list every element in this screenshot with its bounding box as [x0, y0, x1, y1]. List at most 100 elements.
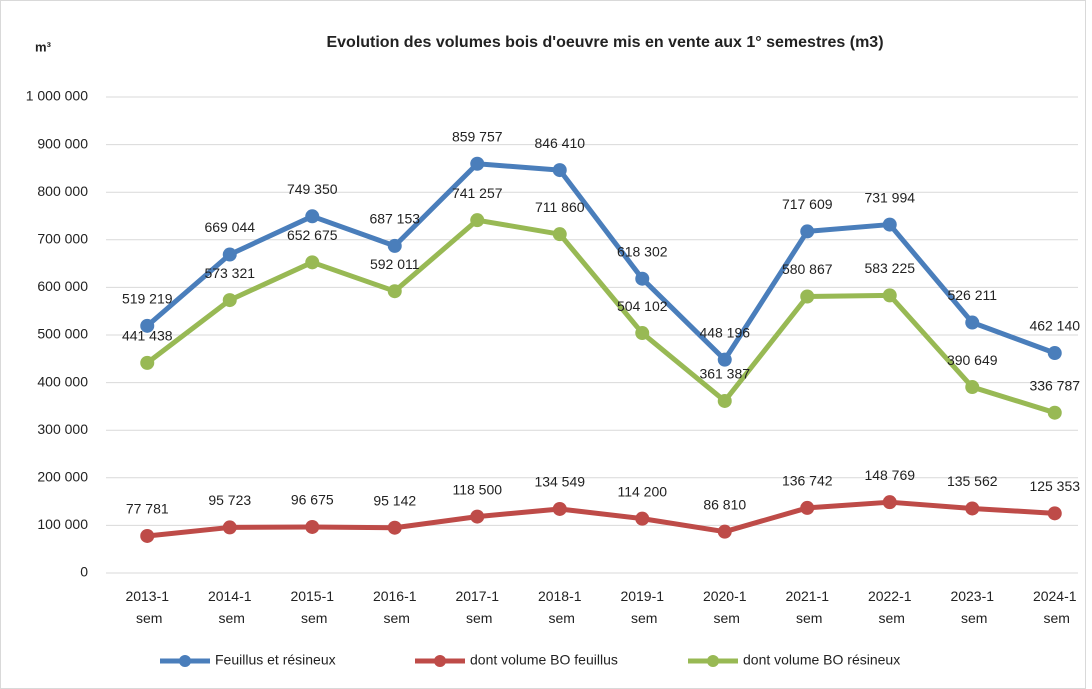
data-label: 592 011	[370, 256, 420, 272]
y-tick-label: 800 000	[37, 183, 88, 199]
x-tick-label: 2024-1 sem	[1033, 588, 1077, 626]
data-label: 114 200	[617, 483, 667, 499]
legend-marker	[434, 655, 446, 667]
y-tick-label: 0	[80, 564, 88, 580]
x-tick-label: 2023-1 sem	[950, 588, 994, 626]
data-point	[965, 315, 980, 330]
data-label: 462 140	[1029, 318, 1080, 334]
data-label: 717 609	[782, 196, 833, 212]
x-tick-label: 2014-1 sem	[208, 588, 252, 626]
x-tick-label: 2021-1 sem	[785, 588, 829, 626]
series-line	[146, 499, 1055, 539]
data-point	[882, 495, 897, 510]
x-tick-label: 2013-1 sem	[125, 588, 169, 626]
y-axis-label: m³	[35, 39, 52, 54]
y-tick-label: 100 000	[37, 516, 88, 532]
data-label: 125 353	[1029, 478, 1080, 494]
data-label: 448 196	[699, 324, 750, 340]
data-label: 711 860	[535, 199, 585, 215]
data-label: 687 153	[369, 211, 420, 227]
data-point	[882, 288, 897, 303]
data-label: 741 257	[452, 185, 503, 201]
data-label: 118 500	[452, 481, 502, 497]
y-tick-label: 700 000	[37, 231, 88, 247]
data-point	[635, 326, 650, 341]
data-label: 526 211	[947, 287, 997, 303]
data-label: 441 438	[122, 328, 173, 344]
data-point	[800, 500, 815, 515]
data-point	[800, 224, 815, 239]
x-tick-label: 2015-1 sem	[290, 588, 334, 626]
data-label: 95 723	[208, 492, 251, 508]
data-label: 134 549	[534, 474, 585, 490]
data-point	[552, 227, 567, 242]
data-point	[140, 528, 155, 543]
data-point	[305, 255, 320, 270]
data-point	[717, 352, 732, 367]
data-point	[305, 209, 320, 224]
data-point	[470, 213, 485, 228]
data-point	[717, 393, 732, 408]
series-line	[145, 161, 1056, 363]
data-point	[222, 247, 237, 262]
y-tick-label: 900 000	[37, 135, 88, 151]
data-label: 96 675	[291, 492, 334, 508]
data-label: 652 675	[287, 227, 338, 243]
legend-label: dont volume BO résineux	[743, 652, 900, 668]
legend-label: dont volume BO feuillus	[470, 652, 618, 668]
data-label: 580 867	[782, 261, 833, 277]
data-point	[635, 511, 650, 526]
data-point	[1047, 506, 1062, 521]
data-label: 390 649	[947, 352, 998, 368]
data-point	[552, 163, 567, 178]
data-point	[140, 355, 155, 370]
data-point	[387, 284, 402, 299]
data-label: 136 742	[782, 473, 833, 489]
data-label: 731 994	[864, 189, 915, 205]
data-point	[222, 520, 237, 535]
data-label: 846 410	[534, 135, 585, 151]
data-point	[305, 519, 320, 534]
data-point	[222, 293, 237, 308]
data-point	[1047, 346, 1062, 361]
data-point	[635, 271, 650, 286]
legend-label: Feuillus et résineux	[215, 652, 336, 668]
legend-marker	[179, 655, 191, 667]
data-label: 77 781	[126, 501, 169, 517]
x-tick-label: 2017-1 sem	[455, 588, 499, 626]
data-point	[965, 501, 980, 516]
series-line	[145, 217, 1056, 416]
data-label: 618 302	[617, 243, 668, 259]
data-label: 86 810	[703, 496, 746, 512]
data-label: 336 787	[1029, 377, 1080, 393]
data-point	[1047, 405, 1062, 420]
data-label: 749 350	[287, 181, 338, 197]
data-label: 583 225	[864, 260, 915, 276]
data-label: 669 044	[204, 219, 255, 235]
x-tick-label: 2019-1 sem	[620, 588, 664, 626]
data-label: 504 102	[617, 298, 668, 314]
data-point	[387, 520, 402, 535]
data-label: 95 142	[373, 492, 416, 508]
chart-title: Evolution des volumes bois d'oeuvre mis …	[326, 34, 883, 51]
y-tick-label: 600 000	[37, 278, 88, 294]
y-tick-label: 300 000	[37, 421, 88, 437]
data-label: 135 562	[947, 473, 998, 489]
x-tick-label: 2022-1 sem	[868, 588, 912, 626]
legend-marker	[707, 655, 719, 667]
x-tick-label: 2016-1 sem	[373, 588, 417, 626]
data-label: 148 769	[864, 467, 915, 483]
data-label: 519 219	[122, 291, 173, 307]
data-label: 859 757	[452, 128, 503, 144]
data-point	[140, 318, 155, 333]
x-tick-label: 2020-1 sem	[703, 588, 747, 626]
y-tick-label: 1 000 000	[26, 88, 88, 104]
data-point	[470, 509, 485, 524]
data-point	[387, 238, 402, 253]
data-point	[717, 524, 732, 539]
data-label: 361 387	[699, 366, 750, 382]
data-point	[470, 156, 485, 171]
y-tick-label: 200 000	[37, 469, 88, 485]
